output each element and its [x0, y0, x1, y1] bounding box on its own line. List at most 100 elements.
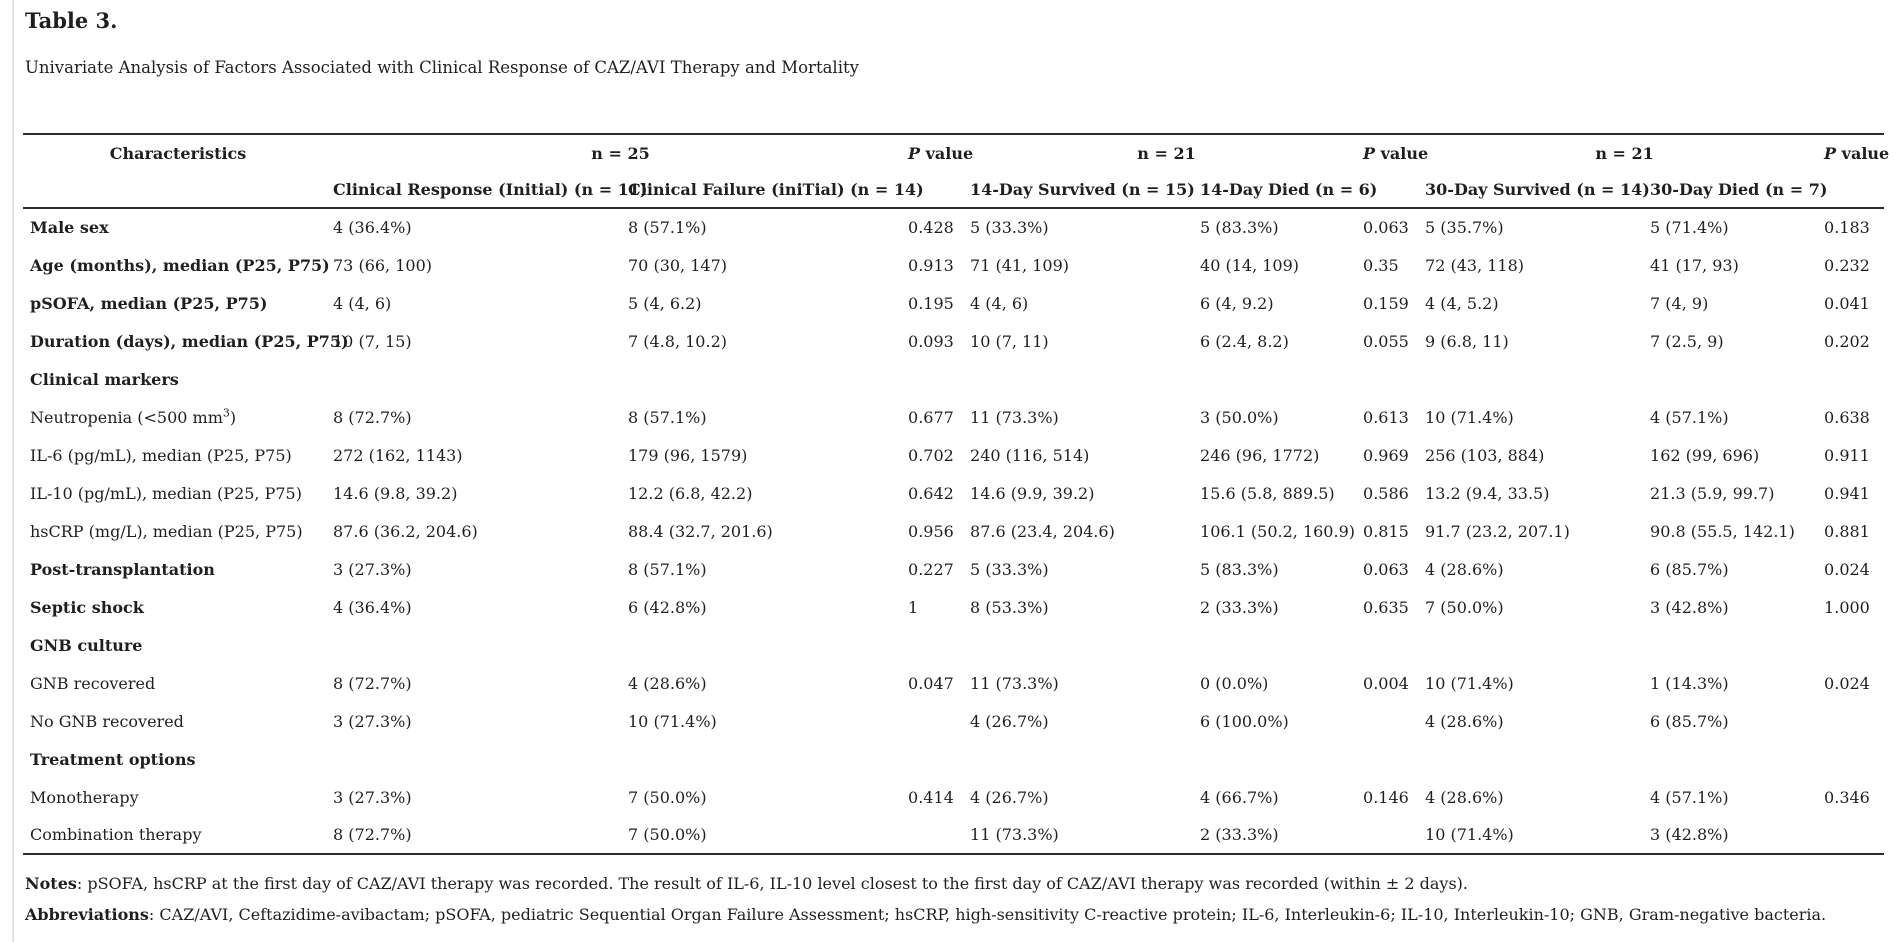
data-cell [1425, 626, 1650, 664]
table-row: Male sex 4 (36.4%) 8 (57.1%) 0.428 5 (33.3%)… [23, 208, 1884, 246]
data-cell [1824, 626, 1884, 664]
data-cell: 7 (50.0%) [628, 825, 707, 844]
data-cell: 10 (7, 11) [970, 331, 1049, 351]
data-cell: 5 (35.7%) [1425, 218, 1504, 237]
data-cell: 71 (41, 109) [970, 255, 1070, 275]
data-cell: 179 (96, 1579) [628, 445, 748, 465]
data-cell: 72 (43, 118) [1425, 255, 1525, 275]
data-cell: 5 (71.4%) [1650, 218, 1729, 237]
data-cell: 88.4 (32.7, 201.6) [628, 521, 773, 541]
data-cell: 0.941 [1824, 483, 1870, 503]
column-group-header: P value [1824, 143, 1890, 163]
data-cell: 7 (50.0%) [1425, 597, 1504, 617]
row-label: Combination therapy [30, 825, 202, 844]
data-cell: 14.6 (9.8, 39.2) [333, 483, 458, 503]
table-row: Septic shock 4 (36.4%) 6 (42.8%) 1 8 (53.3%)… [23, 588, 1884, 626]
table-row: pSOFA, median (P25, P75) 4 (4, 6) 5 (4, 6.… [23, 284, 1884, 322]
row-label: IL-6 (pg/mL), median (P25, P75) [30, 445, 292, 465]
table-row: hsCRP (mg/L), median (P25, P75) 87.6 (36.… [23, 512, 1884, 550]
data-cell: 40 (14, 109) [1200, 255, 1300, 275]
data-cell: 4 (36.4%) [333, 218, 412, 237]
table-row: GNB recovered 8 (72.7%) 4 (28.6%) 0.047 11 (… [23, 664, 1884, 702]
data-cell: 0.586 [1363, 483, 1409, 503]
row-label: GNB recovered [30, 673, 156, 693]
data-cell: 0.642 [908, 483, 954, 503]
data-cell [1824, 816, 1884, 854]
column-group-header: n = 25 [591, 143, 650, 163]
data-cell [333, 626, 628, 664]
data-cell: 14.6 (9.9, 39.2) [970, 483, 1095, 503]
data-cell: 6 (2.4, 8.2) [1200, 331, 1289, 351]
data-cell [1824, 740, 1884, 778]
data-cell: 6 (85.7%) [1650, 559, 1729, 579]
data-cell [1650, 626, 1824, 664]
data-cell [1200, 360, 1363, 398]
abbreviations-text: : CAZ/AVI, Ceftazidime-avibactam; pSOFA,… [148, 905, 1827, 924]
data-cell: 4 (4, 5.2) [1425, 293, 1499, 313]
data-cell: 0.702 [908, 445, 954, 465]
data-cell: 0.911 [1824, 445, 1870, 465]
data-cell [908, 816, 970, 854]
data-cell: 15.6 (5.8, 889.5) [1200, 483, 1335, 503]
abbreviations-line: Abbreviations: CAZ/AVI, Ceftazidime-avib… [25, 904, 1826, 925]
section-row: Clinical markers [23, 360, 1884, 398]
data-cell: 0.638 [1824, 407, 1870, 427]
data-cell: 3 (27.3%) [333, 559, 412, 579]
data-cell: 3 (42.8%) [1650, 825, 1729, 844]
column-subheader: Clinical Failure (iniTial) (n = 14) [628, 179, 924, 199]
column-group-header: P value [908, 143, 974, 163]
data-cell [908, 740, 970, 778]
data-cell: 87.6 (36.2, 204.6) [333, 521, 478, 541]
row-label: Monotherapy [30, 787, 139, 807]
abbreviations-label: Abbreviations [25, 905, 149, 924]
table-row: Age (months), median (P25, P75) 73 (66, 1… [23, 246, 1884, 284]
data-cell: 2 (33.3%) [1200, 825, 1279, 844]
data-cell [628, 740, 908, 778]
data-cell [628, 626, 908, 664]
data-cell: 240 (116, 514) [970, 445, 1090, 465]
univariate-analysis-table: Characteristics n = 25 P value n = 21 P valu… [23, 133, 1890, 855]
table-footnotes: Notes: pSOFA, hsCRP at the first day of … [25, 873, 1826, 935]
data-cell [1425, 740, 1650, 778]
data-cell: 0.146 [1363, 787, 1409, 807]
data-cell: 0.004 [1363, 673, 1409, 693]
data-cell: 70 (30, 147) [628, 255, 727, 275]
data-cell [333, 740, 628, 778]
notes-line: Notes: pSOFA, hsCRP at the first day of … [25, 873, 1826, 894]
data-cell [908, 360, 970, 398]
data-cell: 21.3 (5.9, 99.7) [1650, 483, 1775, 503]
data-cell: 4 (66.7%) [1200, 787, 1279, 807]
data-cell: 0.055 [1363, 331, 1409, 351]
data-cell: 0.428 [908, 218, 954, 237]
row-label: Post-transplantation [30, 559, 215, 579]
data-cell: 4 (36.4%) [333, 597, 412, 617]
data-cell [1425, 360, 1650, 398]
data-cell: 4 (26.7%) [970, 711, 1049, 731]
data-cell: 6 (4, 9.2) [1200, 293, 1274, 313]
data-cell: 73 (66, 100) [333, 255, 432, 275]
data-cell: 0.202 [1824, 331, 1870, 351]
data-cell: 5 (33.3%) [970, 218, 1049, 237]
row-label: Treatment options [30, 749, 196, 769]
row-label: hsCRP (mg/L), median (P25, P75) [30, 521, 303, 541]
data-cell [1200, 626, 1363, 664]
data-cell: 10 (71.4%) [1425, 673, 1514, 693]
data-cell: 8 (72.7%) [333, 407, 412, 427]
data-cell: 0.35 [1363, 255, 1399, 275]
data-cell: 0.346 [1824, 787, 1870, 807]
data-cell [1650, 360, 1824, 398]
row-label: pSOFA, median (P25, P75) [30, 293, 268, 313]
row-label: Age (months), median (P25, P75) [30, 255, 330, 275]
data-cell [908, 702, 970, 740]
data-cell: 0.024 [1824, 559, 1870, 579]
data-cell [970, 626, 1200, 664]
data-cell: 4 (28.6%) [628, 673, 707, 693]
data-cell [970, 360, 1200, 398]
row-label: Duration (days), median (P25, P75) [30, 331, 349, 351]
row-label: No GNB recovered [30, 711, 184, 731]
table-body: Male sex 4 (36.4%) 8 (57.1%) 0.428 5 (33.3%)… [23, 208, 1884, 854]
data-cell: 0.969 [1363, 445, 1409, 465]
data-cell: 91.7 (23.2, 207.1) [1425, 521, 1570, 541]
data-cell: 0.635 [1363, 597, 1409, 617]
table-row: Duration (days), median (P25, P75) 10 (7,… [23, 322, 1884, 360]
